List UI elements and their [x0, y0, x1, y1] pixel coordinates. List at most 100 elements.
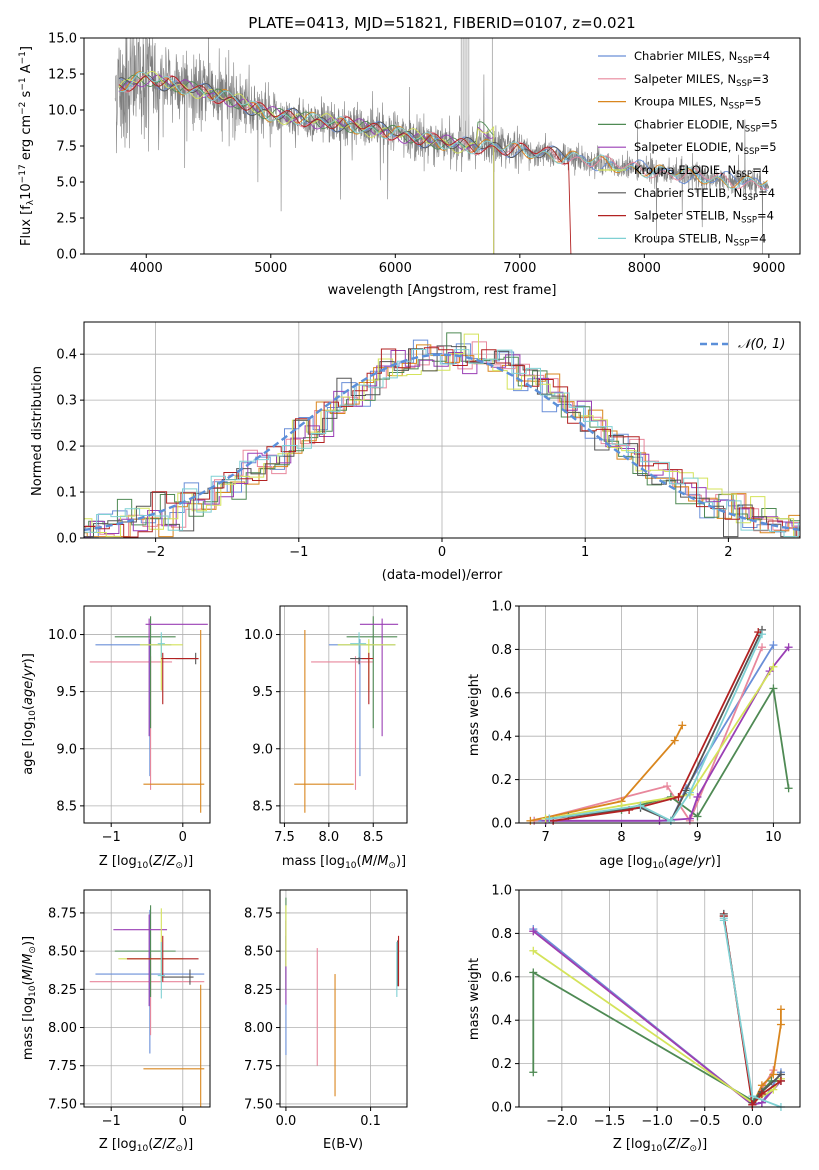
y-tick-label-2: 9.5 — [56, 685, 77, 700]
weight-marker-chabrier-elodie — [529, 1068, 538, 1077]
y-tick-label-0: 8.5 — [252, 799, 273, 814]
weight-marker-salpeter-miles — [663, 782, 672, 791]
weight-vs-age-y-label: mass weight — [467, 674, 482, 756]
weight-marker-kroupa-stelib — [758, 630, 767, 639]
y-tick-label-4: 8.50 — [244, 945, 273, 960]
x-tick-label-1: 0 — [179, 830, 187, 845]
weight-marker-salpeter-stelib — [757, 1089, 766, 1098]
y-tick-label-1: 7.75 — [244, 1059, 273, 1074]
legend-label-1: Salpeter MILES, NSSP=3 — [634, 72, 769, 89]
y-tick-label-1: 0.1 — [56, 486, 77, 501]
residuals-x-label: (data-model)/error — [382, 568, 503, 583]
weight-marker-kroupa-elodie — [529, 946, 538, 955]
mass-vs-metallicity-panel: Z [log10(Z/Z⊙)] mass [log10(M/M⊙)] −1 0 7.… — [21, 889, 211, 1154]
y-tick-label-1: 9.0 — [252, 742, 273, 757]
weight-vs-metallicity-panel: Z [log10(Z/Z⊙)] mass weight −2.0 −1.5 −1.0… — [467, 884, 801, 1154]
plot-frame — [518, 605, 801, 824]
x-tick-label-0: −2 — [146, 545, 165, 560]
weight-marker-salpeter-elodie — [693, 792, 702, 801]
y-tick-label-4: 8.50 — [48, 945, 77, 960]
residuals-panel: (data-model)/error Normed distribution −… — [30, 321, 801, 583]
model-spectrum-kroupa-miles — [118, 71, 768, 189]
x-tick-label-3: 7000 — [503, 261, 536, 276]
y-tick-label-2: 0.2 — [56, 440, 77, 455]
x-tick-label-3: 1 — [581, 545, 589, 560]
legend-label-0: Chabrier MILES, NSSP=4 — [634, 49, 770, 66]
spectrum-title: PLATE=0413, MJD=51821, FIBERID=0107, z=0… — [248, 14, 635, 32]
x-tick-label-0: −1 — [102, 1114, 121, 1129]
x-tick-label-2: 6000 — [379, 261, 412, 276]
weight-marker-salpeter-elodie — [529, 927, 538, 936]
y-tick-label-2: 8.00 — [244, 1021, 273, 1036]
x-tick-label-0: 0.0 — [276, 1114, 297, 1129]
normal-legend-label: 𝒩(0, 1) — [738, 337, 785, 352]
x-tick-label-1: 8 — [617, 830, 625, 845]
plot-frame — [83, 321, 801, 539]
plot-frame — [83, 889, 211, 1108]
weight-marker-kroupa-miles — [776, 1020, 785, 1029]
weight-marker-kroupa-stelib — [748, 1092, 757, 1101]
weight-marker-chabrier-elodie — [769, 684, 778, 693]
legend-label-4: Salpeter ELODIE, NSSP=5 — [634, 140, 777, 157]
y-tick-label-6: 15.0 — [48, 32, 77, 47]
y-tick-label-5: 8.75 — [244, 906, 273, 921]
y-tick-label-3: 0.3 — [56, 394, 77, 409]
residual-histogram-chabrier-elodie — [84, 332, 800, 528]
normal-curve — [83, 353, 801, 532]
weight-marker-salpeter-stelib — [674, 792, 683, 801]
x-tick-label-0: 7.5 — [274, 830, 295, 845]
y-tick-label-0: 0.0 — [56, 248, 77, 263]
weight-marker-kroupa-miles — [769, 1070, 778, 1079]
y-tick-label-5: 12.5 — [48, 68, 77, 83]
model-spectrum-chabrier-stelib — [118, 74, 569, 160]
weight-marker-salpeter-elodie — [685, 814, 694, 823]
residual-histogram-salpeter-miles — [84, 341, 800, 538]
plot-frame — [83, 605, 211, 824]
legend-label-2: Kroupa MILES, NSSP=5 — [634, 95, 761, 112]
legend-label-6: Chabrier STELIB, NSSP=4 — [634, 186, 775, 203]
age-vs-metallicity-y-label: age [log10(age/yr)] — [21, 653, 38, 775]
y-tick-label-0: 7.50 — [244, 1097, 273, 1112]
y-tick-label-1: 0.2 — [491, 773, 512, 788]
y-tick-label-2: 0.4 — [491, 1014, 512, 1029]
legend-label-7: Salpeter STELIB, NSSP=4 — [634, 209, 774, 226]
plot-frame — [279, 889, 408, 1108]
x-tick-label-0: 4000 — [130, 261, 163, 276]
y-tick-label-4: 0.8 — [491, 643, 512, 658]
y-tick-label-3: 7.5 — [56, 140, 77, 155]
weight-marker-kroupa-stelib — [719, 916, 728, 925]
x-tick-label-4: 8000 — [628, 261, 661, 276]
x-tick-label-2: 0 — [438, 545, 446, 560]
legend-label-8: Kroupa STELIB, NSSP=4 — [634, 231, 766, 248]
plot-frame — [83, 37, 801, 255]
x-tick-label-1: −1 — [289, 545, 308, 560]
model-spectrum-chabrier-elodie — [118, 74, 495, 254]
mass-vs-metallicity-x-label: Z [log10(Z/Z⊙)] — [99, 1137, 193, 1154]
y-tick-label-4: 10.0 — [48, 104, 77, 119]
y-tick-label-5: 1.0 — [491, 600, 512, 615]
y-tick-label-3: 10.0 — [48, 628, 77, 643]
x-tick-label-0: −1 — [102, 830, 121, 845]
weight-marker-salpeter-miles — [758, 643, 767, 652]
x-tick-label-1: −1.5 — [594, 1114, 626, 1129]
y-tick-label-5: 1.0 — [491, 884, 512, 899]
weight-line-salpeter-stelib — [553, 631, 760, 822]
weight-marker-kroupa-miles — [776, 1005, 785, 1014]
model-spectrum-kroupa-stelib — [118, 71, 768, 190]
weight-marker-kroupa-stelib — [685, 788, 694, 797]
residual-histogram-kroupa-elodie — [84, 333, 800, 538]
x-tick-label-0: 7 — [541, 830, 549, 845]
spectrum-y-label: Flux [fλ10−17 erg cm−2 s−1 A−1] — [18, 46, 36, 246]
age-vs-metallicity-panel: Z [log10(Z/Z⊙)] age [log10(age/yr)] −1 0 8… — [21, 605, 211, 871]
legend-label-3: Chabrier ELODIE, NSSP=5 — [634, 117, 778, 134]
y-tick-label-1: 2.5 — [56, 212, 77, 227]
x-tick-label-4: 2 — [724, 545, 732, 560]
y-tick-label-0: 8.5 — [56, 799, 77, 814]
weight-marker-kroupa-stelib — [636, 801, 645, 810]
weight-marker-chabrier-elodie — [784, 784, 793, 793]
weight-marker-chabrier-elodie — [529, 968, 538, 977]
age-vs-mass-panel: mass [log10(M/M⊙)] 7.5 8.0 8.5 8.5 9.0 9.5 10.… — [244, 605, 408, 871]
y-tick-label-2: 0.4 — [491, 730, 512, 745]
residual-histogram-kroupa-stelib — [84, 349, 800, 538]
y-tick-label-3: 8.25 — [48, 983, 77, 998]
